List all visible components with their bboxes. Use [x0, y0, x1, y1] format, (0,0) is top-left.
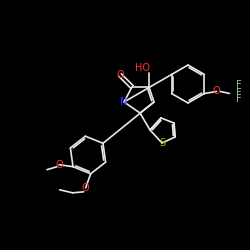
Text: O: O: [116, 70, 124, 80]
Text: F: F: [236, 80, 241, 90]
Text: S: S: [159, 138, 165, 148]
Text: O: O: [213, 86, 220, 97]
Text: O: O: [55, 160, 63, 170]
Text: F: F: [236, 94, 241, 104]
Text: HO: HO: [134, 63, 150, 73]
Text: F: F: [236, 88, 241, 98]
Text: O: O: [82, 183, 90, 193]
Text: N: N: [120, 97, 128, 107]
